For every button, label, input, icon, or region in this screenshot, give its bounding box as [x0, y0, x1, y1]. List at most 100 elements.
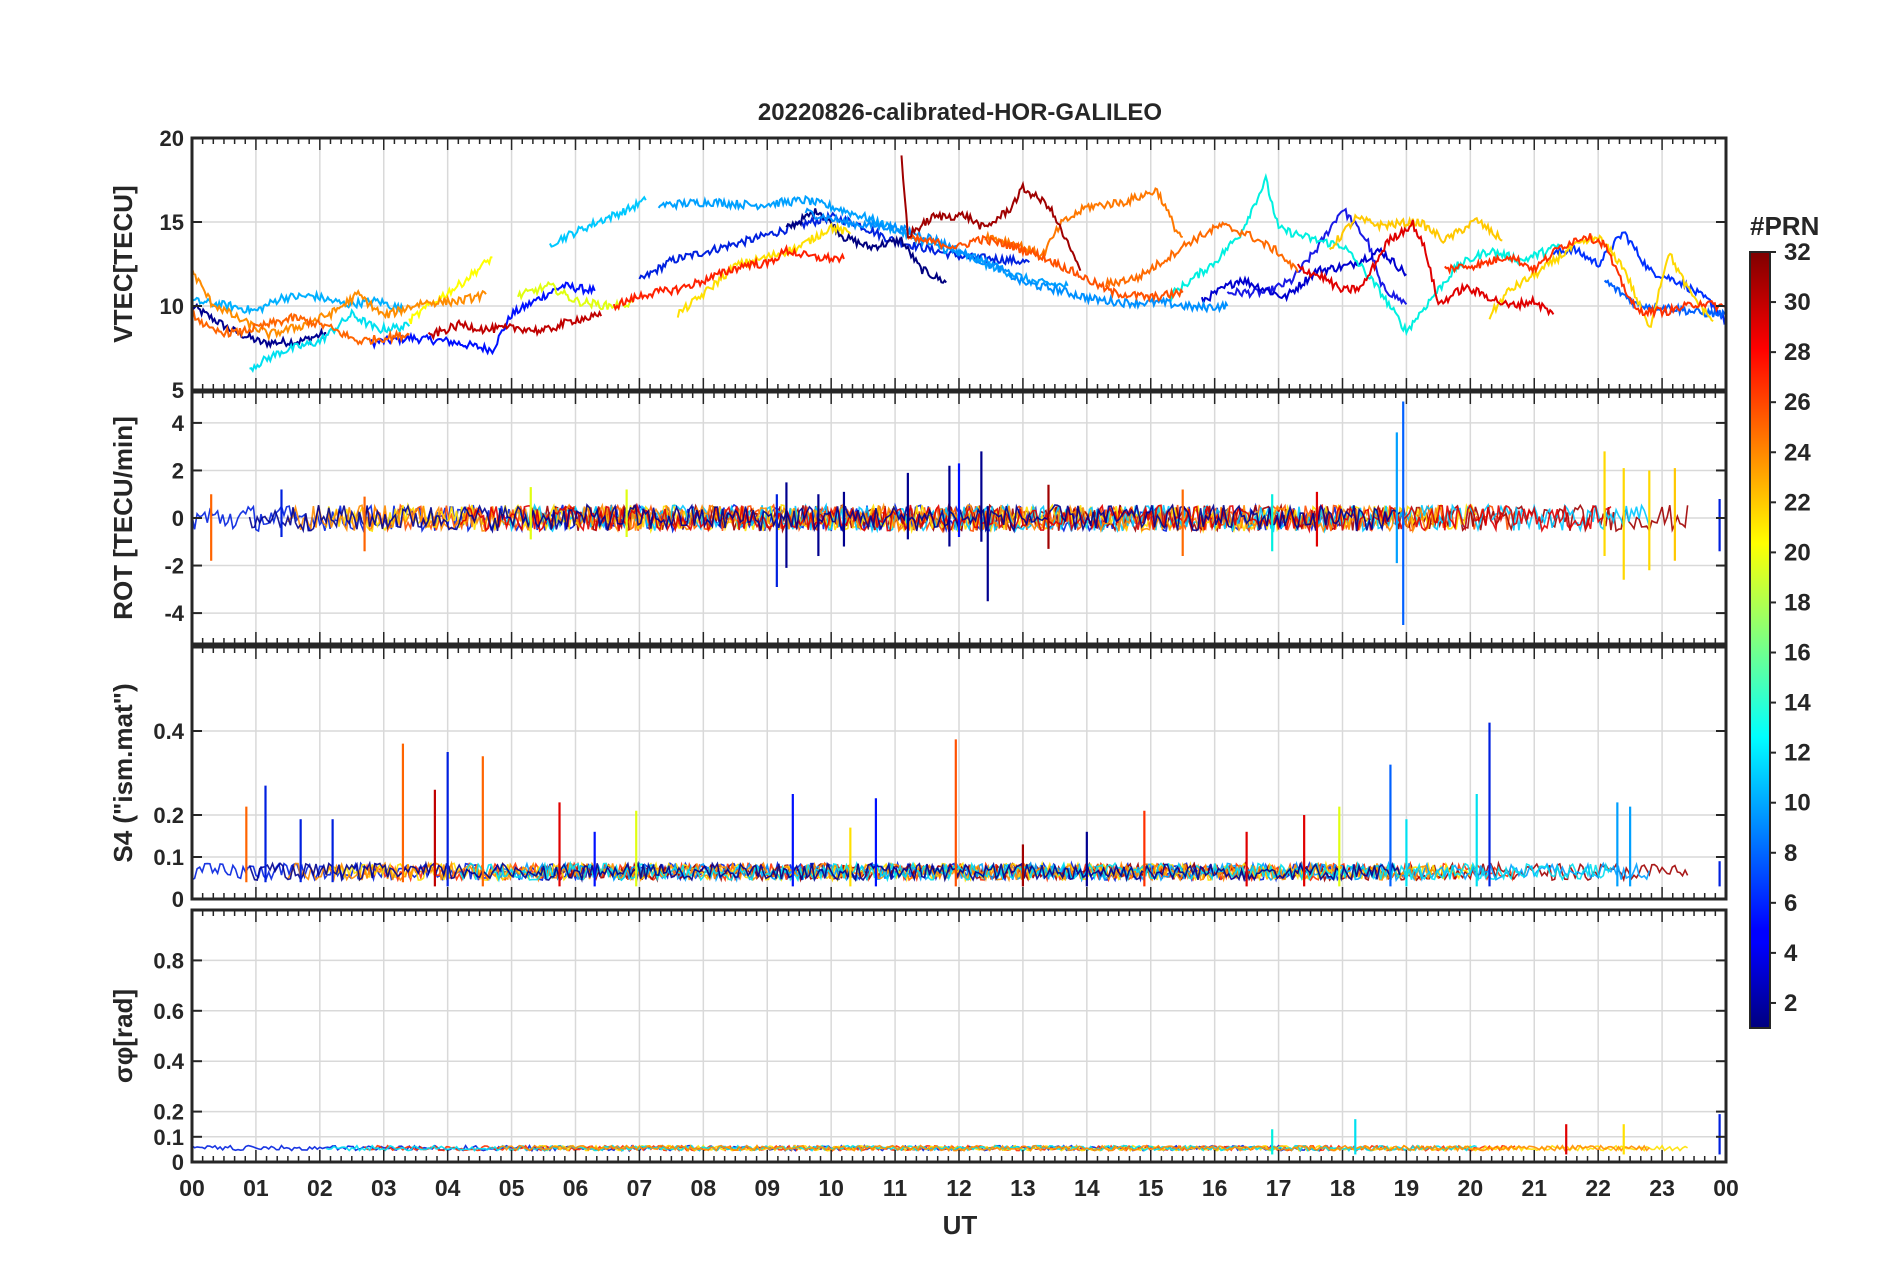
colorbar-tick-label: 8 — [1784, 840, 1797, 867]
y-axis-label-rot: ROT [TECU/min] — [108, 416, 138, 620]
y-tick-label: 5 — [172, 378, 184, 403]
vtec-series-prn-22 — [1329, 213, 1503, 251]
x-tick-label: 16 — [1202, 1175, 1228, 1201]
y-tick-label: 0.2 — [153, 803, 184, 828]
y-tick-label: 4 — [172, 411, 185, 436]
vtec-series-prn-3 — [370, 281, 596, 356]
x-tick-label: 11 — [883, 1175, 908, 1201]
vtec-series-prn-13 — [249, 308, 411, 374]
x-tick-label: 17 — [1266, 1175, 1292, 1201]
y-tick-label: 20 — [160, 126, 184, 151]
y-tick-label: -2 — [164, 554, 184, 579]
y-tick-label: 0.4 — [153, 719, 184, 744]
chart-title: 20220826-calibrated-HOR-GALILEO — [758, 99, 1162, 126]
colorbar-tick-label: 14 — [1784, 690, 1811, 717]
x-tick-label: 08 — [691, 1175, 717, 1201]
colorbar-tick-label: 32 — [1784, 239, 1811, 266]
x-tick-label: 10 — [818, 1175, 844, 1201]
panel-vtec: 5 10 15 20 VTEC[TECU] — [108, 126, 1728, 403]
x-tick-label: 19 — [1394, 1175, 1420, 1201]
y-axis-label-vtec: VTEC[TECU] — [108, 185, 138, 342]
vtec-series-prn-24 — [192, 267, 487, 342]
y-tick-label: 10 — [160, 294, 184, 319]
panel-sigma: 00.10.2 0.4 0.6 0.8 σφ[rad] — [108, 908, 1728, 1175]
colorbar-tick-label: 4 — [1784, 940, 1798, 967]
x-tick-label: 07 — [627, 1175, 653, 1201]
s4-noise-trace — [248, 860, 1401, 883]
x-axis-label: UT — [943, 1210, 978, 1240]
vtec-series-prn-28 — [612, 243, 845, 312]
y-tick-label: 0.4 — [153, 1049, 184, 1074]
vtec-series-prn-29 — [1296, 219, 1555, 317]
panel-rot: -4 -2 0 2 4 ROT [TECU/min] — [108, 390, 1728, 646]
vtec-series-prn-30 — [427, 309, 603, 341]
x-tick-label: 09 — [754, 1175, 780, 1201]
x-tick-label: 02 — [307, 1175, 333, 1201]
colorbar-tick-label: 22 — [1784, 489, 1811, 516]
colorbar-tick-label: 18 — [1784, 589, 1811, 616]
data-layer — [192, 155, 1726, 374]
y-tick-label: 0.1 — [153, 845, 184, 870]
vtec-series-prn-6 — [1226, 207, 1408, 306]
y-tick-label: 0 — [172, 506, 184, 531]
colorbar-tick-label: 10 — [1784, 790, 1811, 817]
colorbar-gradient — [1749, 251, 1771, 1029]
x-tick-label: 04 — [435, 1175, 461, 1201]
vtec-series-prn-26 — [907, 232, 1184, 303]
vtec-series-prn-4 — [1200, 246, 1407, 306]
vtec-series-prn-9 — [804, 207, 1229, 314]
vtec-series-prn-7 — [1552, 231, 1726, 325]
colorbar-tick-label: 12 — [1784, 740, 1811, 767]
x-tick-label: 23 — [1649, 1175, 1675, 1201]
x-tick-label: 05 — [499, 1175, 525, 1201]
x-tick-label: 00 — [1713, 1175, 1739, 1201]
x-tick-label: 01 — [243, 1175, 269, 1201]
x-tick-label: 06 — [563, 1175, 589, 1201]
vtec-series-prn-14 — [1168, 172, 1561, 337]
x-tick-label: 18 — [1330, 1175, 1356, 1201]
x-tick-label: 20 — [1458, 1175, 1484, 1201]
vtec-series-prn-31 — [900, 155, 1082, 272]
colorbar-tick-label: 2 — [1784, 990, 1797, 1017]
x-tick-label: 03 — [371, 1175, 397, 1201]
data-layer — [192, 1114, 1721, 1155]
vtec-series-prn-12 — [549, 195, 647, 248]
x-tick-label: 13 — [1010, 1175, 1036, 1201]
colorbar-tick-label: 26 — [1784, 389, 1811, 416]
x-tick-label: 21 — [1521, 1175, 1547, 1201]
vtec-series-prn-27 — [1444, 233, 1726, 319]
y-tick-label: -4 — [164, 601, 184, 626]
colorbar-label: #PRN — [1750, 211, 1819, 241]
y-tick-label: 0 — [172, 887, 184, 912]
x-tick-label: 14 — [1074, 1175, 1100, 1201]
y-tick-label: 0.2 — [153, 1100, 184, 1125]
rot-noise-trace — [248, 503, 1401, 534]
y-axis-label-s4: S4 ("ism.mat") — [108, 683, 138, 862]
colorbar-tick-label: 30 — [1784, 289, 1811, 316]
x-tick-label: 22 — [1585, 1175, 1611, 1201]
vtec-series-prn-20 — [408, 256, 493, 325]
y-tick-label: 15 — [160, 210, 184, 235]
vtec-series-prn-5 — [638, 210, 1030, 280]
x-tick-label: 00 — [179, 1175, 205, 1201]
data-layer — [192, 401, 1721, 625]
vtec-series-prn-25 — [192, 308, 410, 346]
vtec-series-prn-25 — [1105, 221, 1299, 288]
x-tick-label: 15 — [1138, 1175, 1164, 1201]
data-layer — [192, 722, 1721, 887]
y-tick-label: 0.8 — [153, 948, 184, 973]
vtec-series-prn-2 — [192, 302, 327, 350]
colorbar-tick-label: 28 — [1784, 339, 1811, 366]
y-tick-label: 0.6 — [153, 999, 184, 1024]
colorbar-tick-label: 20 — [1784, 539, 1811, 566]
y-tick-label: 2 — [172, 458, 184, 483]
colorbar-tick-label: 16 — [1784, 640, 1811, 667]
vtec-series-prn-11 — [192, 289, 404, 316]
y-axis-label-sigma: σφ[rad] — [108, 989, 138, 1083]
x-tick-label: 12 — [946, 1175, 972, 1201]
